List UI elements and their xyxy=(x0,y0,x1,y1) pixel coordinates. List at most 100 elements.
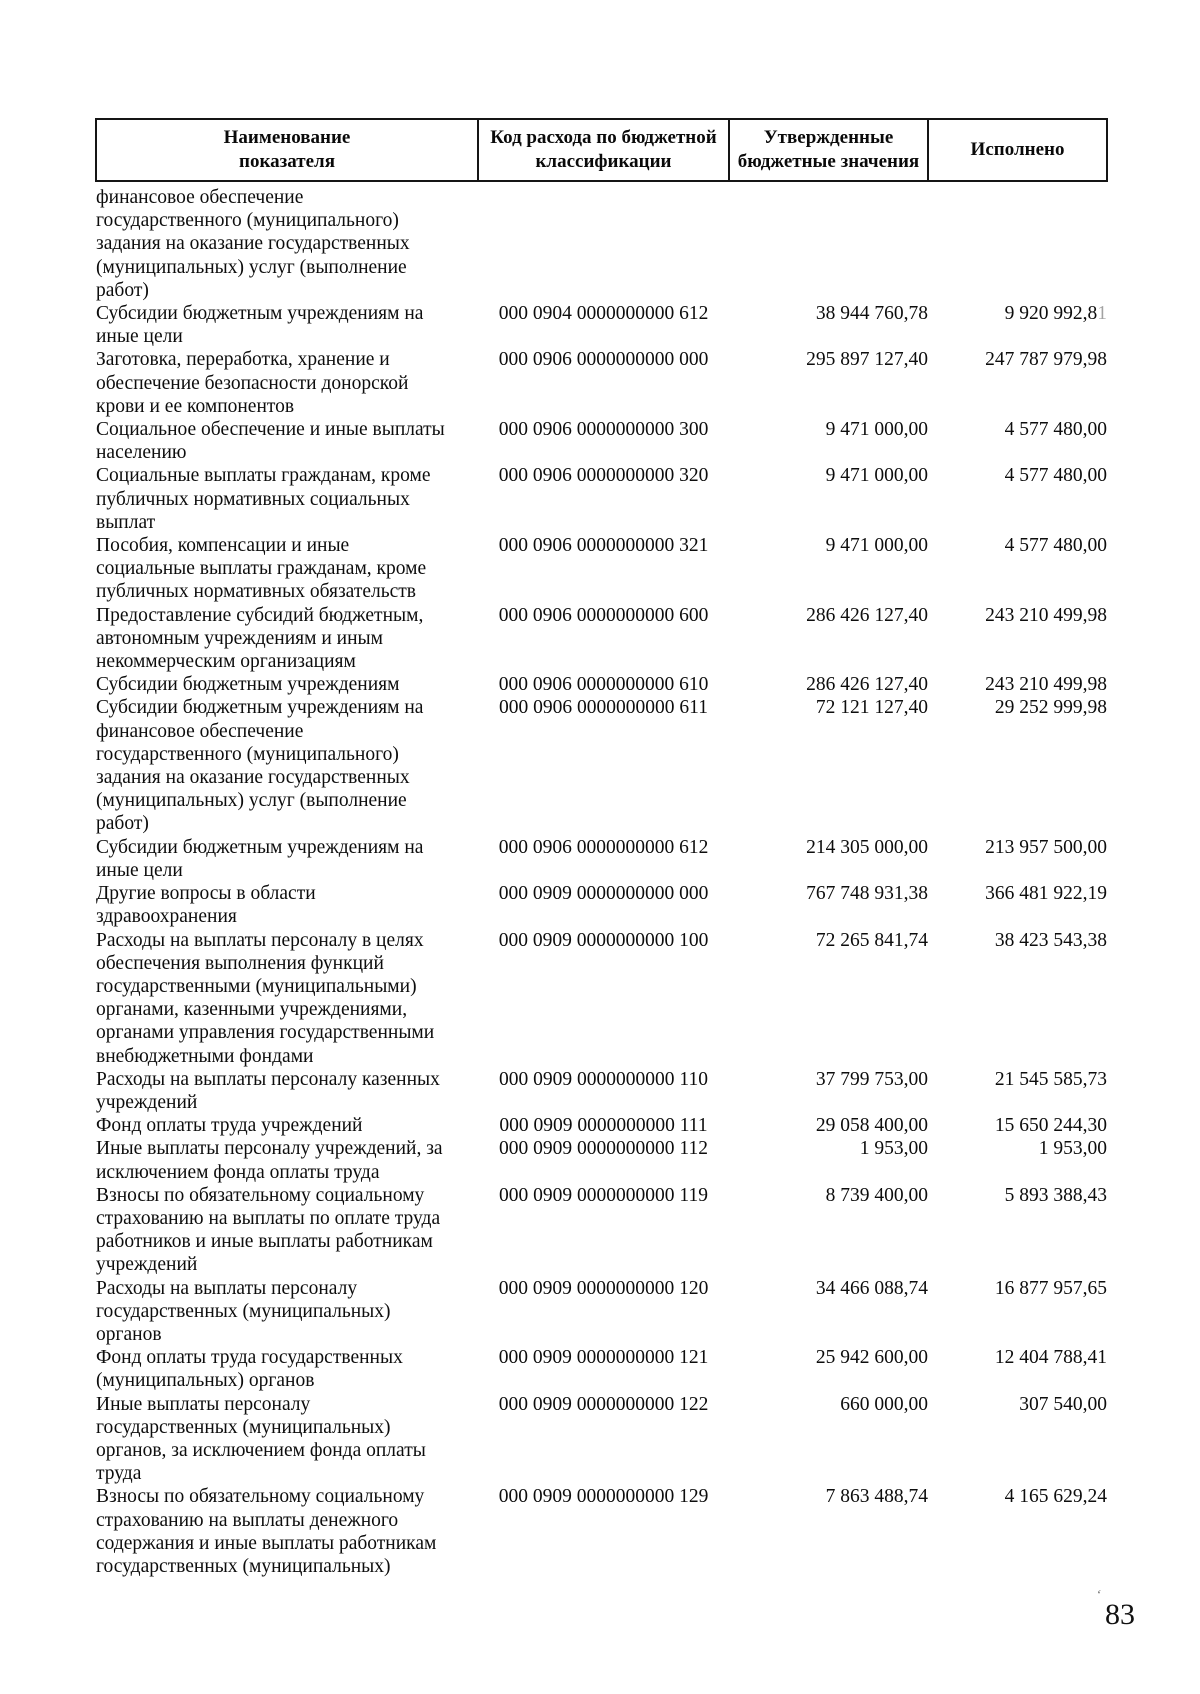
cell-indicator-name: финансовое обеспечение государственного … xyxy=(96,181,478,302)
cell-budget-code-text: 000 0909 0000000000 120 xyxy=(498,1277,709,1299)
cell-approved-value-text: 9 471 000,00 xyxy=(825,419,928,441)
budget-table: Наименование показателя Код расхода по б… xyxy=(95,118,1108,1578)
cell-budget-code-text: 000 0909 0000000000 129 xyxy=(498,1486,709,1508)
cell-executed-value: 213 957 500,00 xyxy=(928,836,1107,882)
cell-approved-value xyxy=(729,181,928,302)
cell-approved-value-text: 29 058 400,00 xyxy=(815,1115,928,1137)
cell-indicator-name-text: Социальные выплаты гражданам, кроме публ… xyxy=(96,465,431,533)
cell-budget-code-text: 000 0904 0000000000 612 xyxy=(498,303,709,325)
table-row: финансовое обеспечение государственного … xyxy=(96,181,1107,302)
cell-budget-code: 000 0909 0000000000 111 xyxy=(478,1114,729,1137)
cell-budget-code: 000 0909 0000000000 129 xyxy=(478,1485,729,1578)
cell-indicator-name: Субсидии бюджетным учреждениям на финанс… xyxy=(96,696,478,835)
cell-indicator-name: Субсидии бюджетным учреждениям на иные ц… xyxy=(96,836,478,882)
cell-executed-value: 21 545 585,73 xyxy=(928,1068,1107,1114)
cell-approved-value-text: 72 265 841,74 xyxy=(815,929,928,951)
cell-budget-code: 000 0906 0000000000 612 xyxy=(478,836,729,882)
cell-executed-value: 4 577 480,00 xyxy=(928,418,1107,464)
cell-indicator-name-text: Фонд оплаты труда учреждений xyxy=(96,1115,363,1137)
cell-approved-value: 72 265 841,74 xyxy=(729,929,928,1068)
cell-indicator-name-text: Субсидии бюджетным учреждениям на иные ц… xyxy=(96,836,424,881)
cell-budget-code: 000 0906 0000000000 321 xyxy=(478,534,729,604)
cell-indicator-name: Заготовка, переработка, хранение и обесп… xyxy=(96,348,478,418)
cell-budget-code-text: 000 0909 0000000000 112 xyxy=(499,1138,708,1160)
cell-executed-value-text: 4 577 480,00 xyxy=(1004,535,1107,557)
cell-approved-value: 9 471 000,00 xyxy=(729,464,928,534)
cell-indicator-name-text: Расходы на выплаты персоналу казенных уч… xyxy=(96,1068,440,1113)
cell-indicator-name: Пособия, компенсации и иные социальные в… xyxy=(96,534,478,604)
cell-indicator-name: Взносы по обязательному социальному стра… xyxy=(96,1485,478,1578)
cell-approved-value-text: 38 944 760,78 xyxy=(815,303,928,325)
cell-indicator-name-text: Субсидии бюджетным учреждениям на иные ц… xyxy=(96,303,424,348)
cell-budget-code-text: 000 0906 0000000000 321 xyxy=(498,535,709,557)
table-row: Другие вопросы в области здравоохранения… xyxy=(96,882,1107,928)
cell-budget-code: 000 0909 0000000000 000 xyxy=(478,882,729,928)
cell-approved-value-text: 7 863 488,74 xyxy=(825,1486,928,1508)
header-row: Наименование показателя Код расхода по б… xyxy=(95,118,1108,182)
budget-table-header: Наименование показателя Код расхода по б… xyxy=(95,118,1108,182)
cell-budget-code-text: 000 0906 0000000000 600 xyxy=(498,604,709,626)
cell-executed-value-text: 16 877 957,65 xyxy=(994,1277,1107,1299)
cell-indicator-name-text: Взносы по обязательному социальному стра… xyxy=(96,1184,441,1276)
cell-approved-value-text: 34 466 088,74 xyxy=(815,1277,928,1299)
cell-budget-code: 000 0906 0000000000 611 xyxy=(478,696,729,835)
cell-budget-code xyxy=(478,181,729,302)
table-row: Социальные выплаты гражданам, кроме публ… xyxy=(96,464,1107,534)
cell-approved-value: 29 058 400,00 xyxy=(729,1114,928,1137)
cell-indicator-name-text: Субсидии бюджетным учреждениям xyxy=(96,674,400,696)
cell-approved-value-text: 1 953,00 xyxy=(859,1138,928,1160)
cell-budget-code: 000 0909 0000000000 119 xyxy=(478,1184,729,1277)
cell-approved-value-text: 214 305 000,00 xyxy=(806,836,928,858)
cell-executed-value-text: 243 210 499,98 xyxy=(985,674,1107,696)
cell-approved-value-text: 25 942 600,00 xyxy=(815,1347,928,1369)
cell-indicator-name: Иные выплаты персоналу учреждений, за ис… xyxy=(96,1137,478,1183)
cell-budget-code-text: 000 0906 0000000000 610 xyxy=(498,674,709,696)
cell-budget-code-text: 000 0909 0000000000 121 xyxy=(498,1347,709,1369)
cell-budget-code: 000 0906 0000000000 320 xyxy=(478,464,729,534)
cell-indicator-name: Субсидии бюджетным учреждениям на иные ц… xyxy=(96,302,478,348)
cell-executed-value-text: 12 404 788,41 xyxy=(994,1347,1107,1369)
cell-executed-value-text: 243 210 499,98 xyxy=(985,604,1107,626)
cell-budget-code-text: 000 0906 0000000000 300 xyxy=(498,419,709,441)
cell-indicator-name: Другие вопросы в области здравоохранения xyxy=(96,882,478,928)
cell-approved-value: 34 466 088,74 xyxy=(729,1277,928,1347)
cell-executed-value: 5 893 388,43 xyxy=(928,1184,1107,1277)
cell-approved-value: 286 426 127,40 xyxy=(729,673,928,696)
cell-approved-value: 9 471 000,00 xyxy=(729,418,928,464)
cell-executed-value-text: 38 423 543,38 xyxy=(994,929,1107,951)
cell-indicator-name: Расходы на выплаты персоналу государстве… xyxy=(96,1277,478,1347)
cell-indicator-name-text: Расходы на выплаты персоналу государстве… xyxy=(96,1277,391,1345)
cell-executed-value: 307 540,00 xyxy=(928,1393,1107,1486)
cell-approved-value-text: 286 426 127,40 xyxy=(806,604,928,626)
col-header-indicator-name: Наименование показателя xyxy=(95,118,479,182)
cell-executed-value: 247 787 979,98 xyxy=(928,348,1107,418)
table-row: Субсидии бюджетным учреждениям на финанс… xyxy=(96,696,1107,835)
cell-approved-value-text: 767 748 931,38 xyxy=(806,883,928,905)
cell-budget-code-text: 000 0906 0000000000 612 xyxy=(498,836,709,858)
cell-executed-value-text: 1 953,00 xyxy=(1038,1138,1107,1160)
cell-indicator-name-text: Иные выплаты персоналу учреждений, за ис… xyxy=(96,1138,443,1183)
cell-budget-code-text: 000 0906 0000000000 320 xyxy=(498,465,709,487)
cell-executed-value-text: 5 893 388,43 xyxy=(1004,1184,1107,1206)
cell-approved-value: 38 944 760,78 xyxy=(729,302,928,348)
col-header-budget-code: Код расхода по бюджетной классификации xyxy=(477,118,730,182)
cell-indicator-name: Расходы на выплаты персоналу казенных уч… xyxy=(96,1068,478,1114)
cell-approved-value-text: 9 471 000,00 xyxy=(825,465,928,487)
cell-indicator-name: Расходы на выплаты персоналу в целях обе… xyxy=(96,929,478,1068)
cell-indicator-name-text: Социальное обеспечение и иные выплаты на… xyxy=(96,419,445,464)
cell-budget-code-text: 000 0909 0000000000 119 xyxy=(499,1184,708,1206)
table-row: Иные выплаты персоналу государственных (… xyxy=(96,1393,1107,1486)
cell-indicator-name-text: Заготовка, переработка, хранение и обесп… xyxy=(96,349,409,417)
cell-budget-code: 000 0909 0000000000 112 xyxy=(478,1137,729,1183)
cell-indicator-name-text: Расходы на выплаты персоналу в целях обе… xyxy=(96,929,435,1067)
cell-budget-code: 000 0909 0000000000 121 xyxy=(478,1346,729,1392)
cell-indicator-name-text: Иные выплаты персоналу государственных (… xyxy=(96,1393,426,1485)
table-row: Расходы на выплаты персоналу в целях обе… xyxy=(96,929,1107,1068)
cell-approved-value: 295 897 127,40 xyxy=(729,348,928,418)
table-row: Иные выплаты персоналу учреждений, за ис… xyxy=(96,1137,1107,1183)
cell-executed-value-text: 213 957 500,00 xyxy=(985,836,1107,858)
cell-indicator-name-text: финансовое обеспечение государственного … xyxy=(96,187,410,301)
cell-executed-value-text: 29 252 999,98 xyxy=(994,697,1107,719)
table-row: Расходы на выплаты персоналу государстве… xyxy=(96,1277,1107,1347)
